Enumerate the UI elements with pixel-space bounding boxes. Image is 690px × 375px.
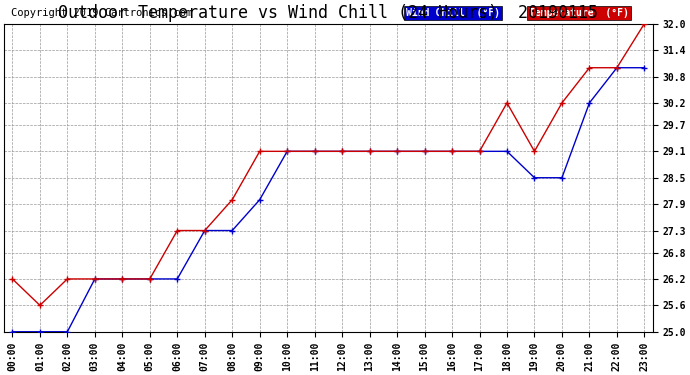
Text: Wind Chill  (°F): Wind Chill (°F) [406, 8, 500, 18]
Title: Outdoor Temperature vs Wind Chill (24 Hours)  20190115: Outdoor Temperature vs Wind Chill (24 Ho… [59, 4, 598, 22]
Text: Temperature  (°F): Temperature (°F) [529, 8, 629, 18]
Text: Copyright 2019 Cartronics.com: Copyright 2019 Cartronics.com [10, 8, 192, 18]
